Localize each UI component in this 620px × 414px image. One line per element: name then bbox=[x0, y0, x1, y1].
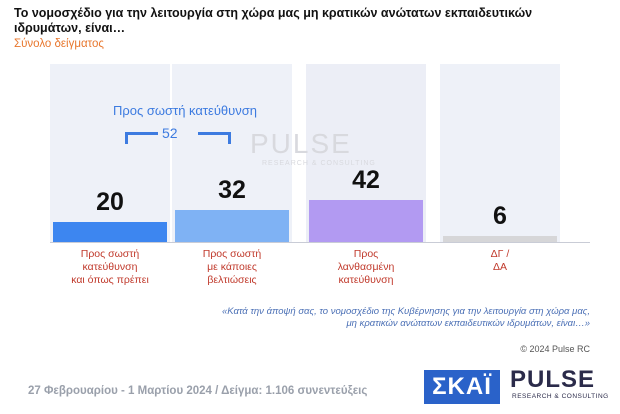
category-label-line: Προς σωστή bbox=[80, 248, 140, 260]
bar-value-label: 42 bbox=[352, 166, 380, 194]
category-label-line: βελτιώσεις bbox=[207, 274, 257, 286]
group-bracket-right bbox=[198, 132, 231, 144]
watermark-logo: PULSE bbox=[250, 128, 352, 159]
category-label-line: και όπως πρέπει bbox=[71, 274, 149, 286]
bar-background bbox=[50, 64, 170, 242]
category-label-line: Προς σωστή bbox=[202, 248, 262, 260]
chart-subtitle: Σύνολο δείγματος bbox=[14, 38, 104, 50]
category-label: ΔΓ / ΔΑ bbox=[440, 248, 560, 274]
footnote-line-1: «Κατά την άποψή σας, το νομοσχέδιο της Κ… bbox=[221, 306, 590, 317]
chart-title: Το νομοσχέδιο για την λειτουργία στη χώρ… bbox=[14, 6, 533, 35]
group-label: Προς σωστή κατεύθυνση bbox=[112, 103, 258, 118]
bar bbox=[175, 210, 289, 242]
copyright: © 2024 Pulse RC bbox=[520, 344, 590, 354]
watermark-subtitle: RESEARCH & CONSULTING bbox=[262, 160, 376, 167]
category-label-line: λανθασμένη bbox=[337, 261, 395, 273]
fieldwork-info: 27 Φεβρουαρίου - 1 Μαρτίου 2024 / Δείγμα… bbox=[28, 385, 368, 397]
bar bbox=[309, 200, 423, 242]
question-footnote: «Κατά την άποψή σας, το νομοσχέδιο της Κ… bbox=[150, 306, 590, 330]
bar-value-label: 20 bbox=[96, 188, 124, 216]
category-label-line: Προς bbox=[353, 248, 379, 260]
pulse-logo-subtitle: RESEARCH & CONSULTING bbox=[512, 393, 609, 400]
category-label-line: κατεύθυνση bbox=[82, 261, 138, 273]
category-label-line: κατεύθυνση bbox=[338, 274, 394, 286]
bar bbox=[53, 222, 167, 242]
footnote-line-2: μη κρατικών ανώτατων εκπαιδευτικών ιδρυμ… bbox=[346, 318, 590, 329]
category-label-line: με κάποιες bbox=[207, 261, 257, 273]
bar-value-label: 6 bbox=[493, 202, 507, 230]
category-label-line: ΔΓ / bbox=[490, 248, 510, 260]
group-value: 52 bbox=[162, 125, 178, 141]
category-label-line: ΔΑ bbox=[492, 261, 508, 273]
category-label: Προς σωστή με κάποιες βελτιώσεις bbox=[172, 248, 292, 287]
category-label: Προς σωστή κατεύθυνση και όπως πρέπει bbox=[50, 248, 170, 287]
x-axis-line bbox=[50, 242, 590, 243]
bar bbox=[443, 236, 557, 242]
bar-value-label: 32 bbox=[218, 176, 246, 204]
bar-background bbox=[440, 64, 560, 242]
group-bracket-left bbox=[125, 132, 158, 144]
skai-logo: ΣΚΑΪ bbox=[424, 370, 500, 404]
category-label: Προς λανθασμένη κατεύθυνση bbox=[306, 248, 426, 287]
pulse-logo: PULSE bbox=[510, 366, 596, 393]
